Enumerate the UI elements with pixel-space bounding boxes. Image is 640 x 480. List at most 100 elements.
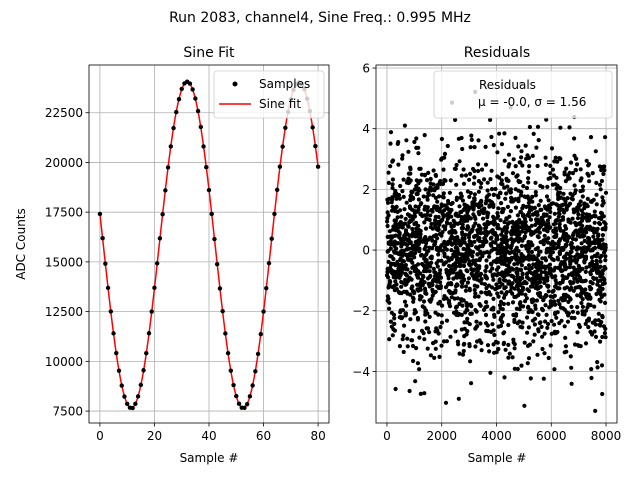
residual-point xyxy=(428,176,433,182)
residual-point xyxy=(467,259,472,264)
residual-point xyxy=(544,227,549,232)
residuals-ticks: 0 2000 4000 6000 8000 −4 −2 0 2 4 6 xyxy=(352,62,621,443)
residual-point xyxy=(393,221,398,226)
residual-point xyxy=(433,339,438,344)
residual-point xyxy=(482,282,488,287)
sine-fit-ytick-label: 12500 xyxy=(45,305,83,319)
residual-point xyxy=(400,268,405,273)
residual-point xyxy=(552,293,558,298)
residual-point xyxy=(447,304,453,309)
residual-point xyxy=(472,192,477,197)
residual-point xyxy=(543,258,549,263)
residual-point xyxy=(509,196,514,201)
residual-point xyxy=(442,254,447,259)
residual-point xyxy=(510,220,516,225)
residual-point xyxy=(489,235,494,240)
residual-point xyxy=(506,152,512,157)
residual-point xyxy=(576,212,581,217)
suptitle: Run 2083, channel4, Sine Freq.: 0.995 MH… xyxy=(169,10,471,26)
residual-point xyxy=(532,332,537,337)
residual-point xyxy=(567,235,572,240)
residual-point xyxy=(525,361,530,366)
residual-point xyxy=(425,178,430,183)
residual-point xyxy=(486,221,491,226)
residual-point xyxy=(412,187,417,192)
residual-point xyxy=(436,273,441,278)
residuals-data xyxy=(384,81,609,413)
residual-point xyxy=(436,252,441,257)
residual-point xyxy=(489,285,495,290)
residual-point xyxy=(453,305,459,310)
residual-point xyxy=(526,263,532,268)
residual-point xyxy=(558,237,563,242)
residual-point xyxy=(469,267,474,272)
residual-point xyxy=(565,275,570,280)
residual-point xyxy=(595,226,600,231)
residual-point xyxy=(412,213,417,218)
residual-point xyxy=(413,221,418,226)
residual-point xyxy=(454,309,459,314)
residual-point xyxy=(540,346,545,352)
residual-point xyxy=(519,155,524,160)
residual-point xyxy=(518,193,524,198)
residual-point xyxy=(469,311,474,316)
residual-point xyxy=(603,135,608,140)
residual-point xyxy=(514,174,519,179)
residual-point xyxy=(574,247,580,252)
residual-point xyxy=(508,245,513,251)
sample-point xyxy=(244,401,250,407)
residual-point xyxy=(484,328,489,333)
residual-point xyxy=(579,300,584,306)
residual-point xyxy=(408,276,413,281)
residual-point xyxy=(414,183,419,189)
residual-point xyxy=(417,367,422,372)
residual-point xyxy=(397,231,402,236)
residual-point xyxy=(440,230,445,235)
residual-point xyxy=(428,353,433,358)
residual-point xyxy=(506,301,511,306)
residual-point xyxy=(495,291,500,296)
residual-point xyxy=(467,342,472,347)
residual-point xyxy=(531,230,536,235)
residual-point xyxy=(522,194,527,199)
residual-point xyxy=(440,303,445,308)
residual-point xyxy=(527,210,532,215)
residual-point xyxy=(385,249,390,254)
residual-point xyxy=(535,312,541,317)
residual-point xyxy=(553,182,558,187)
residual-point xyxy=(600,313,605,319)
residuals-xtick-label: 8000 xyxy=(591,429,622,443)
residual-point xyxy=(492,218,497,223)
residual-point xyxy=(590,171,595,176)
residual-point xyxy=(475,284,480,289)
residual-point xyxy=(495,256,500,261)
residual-point xyxy=(582,279,587,284)
sample-point xyxy=(313,143,318,149)
residual-point xyxy=(390,204,395,209)
residual-point xyxy=(569,315,574,320)
sample-point xyxy=(242,405,247,411)
residual-point xyxy=(519,263,525,268)
residual-point xyxy=(560,277,566,283)
residual-point xyxy=(535,291,541,296)
residual-point xyxy=(390,185,395,191)
residual-point xyxy=(547,215,552,220)
residual-point xyxy=(580,194,585,199)
residual-point xyxy=(574,156,579,161)
residual-point xyxy=(418,271,423,276)
residual-point xyxy=(445,143,450,149)
residual-point xyxy=(563,295,568,300)
residual-point xyxy=(402,207,407,212)
residual-point xyxy=(519,243,525,248)
sample-point xyxy=(144,351,149,356)
residual-point xyxy=(542,204,548,209)
residual-point xyxy=(511,267,516,272)
residual-point xyxy=(599,178,605,184)
residual-point xyxy=(575,216,581,221)
residual-point xyxy=(422,337,427,342)
sample-point xyxy=(264,285,269,291)
residual-point xyxy=(538,240,543,245)
sample-point xyxy=(247,394,253,399)
sample-point xyxy=(272,211,277,217)
residual-point xyxy=(519,229,525,234)
